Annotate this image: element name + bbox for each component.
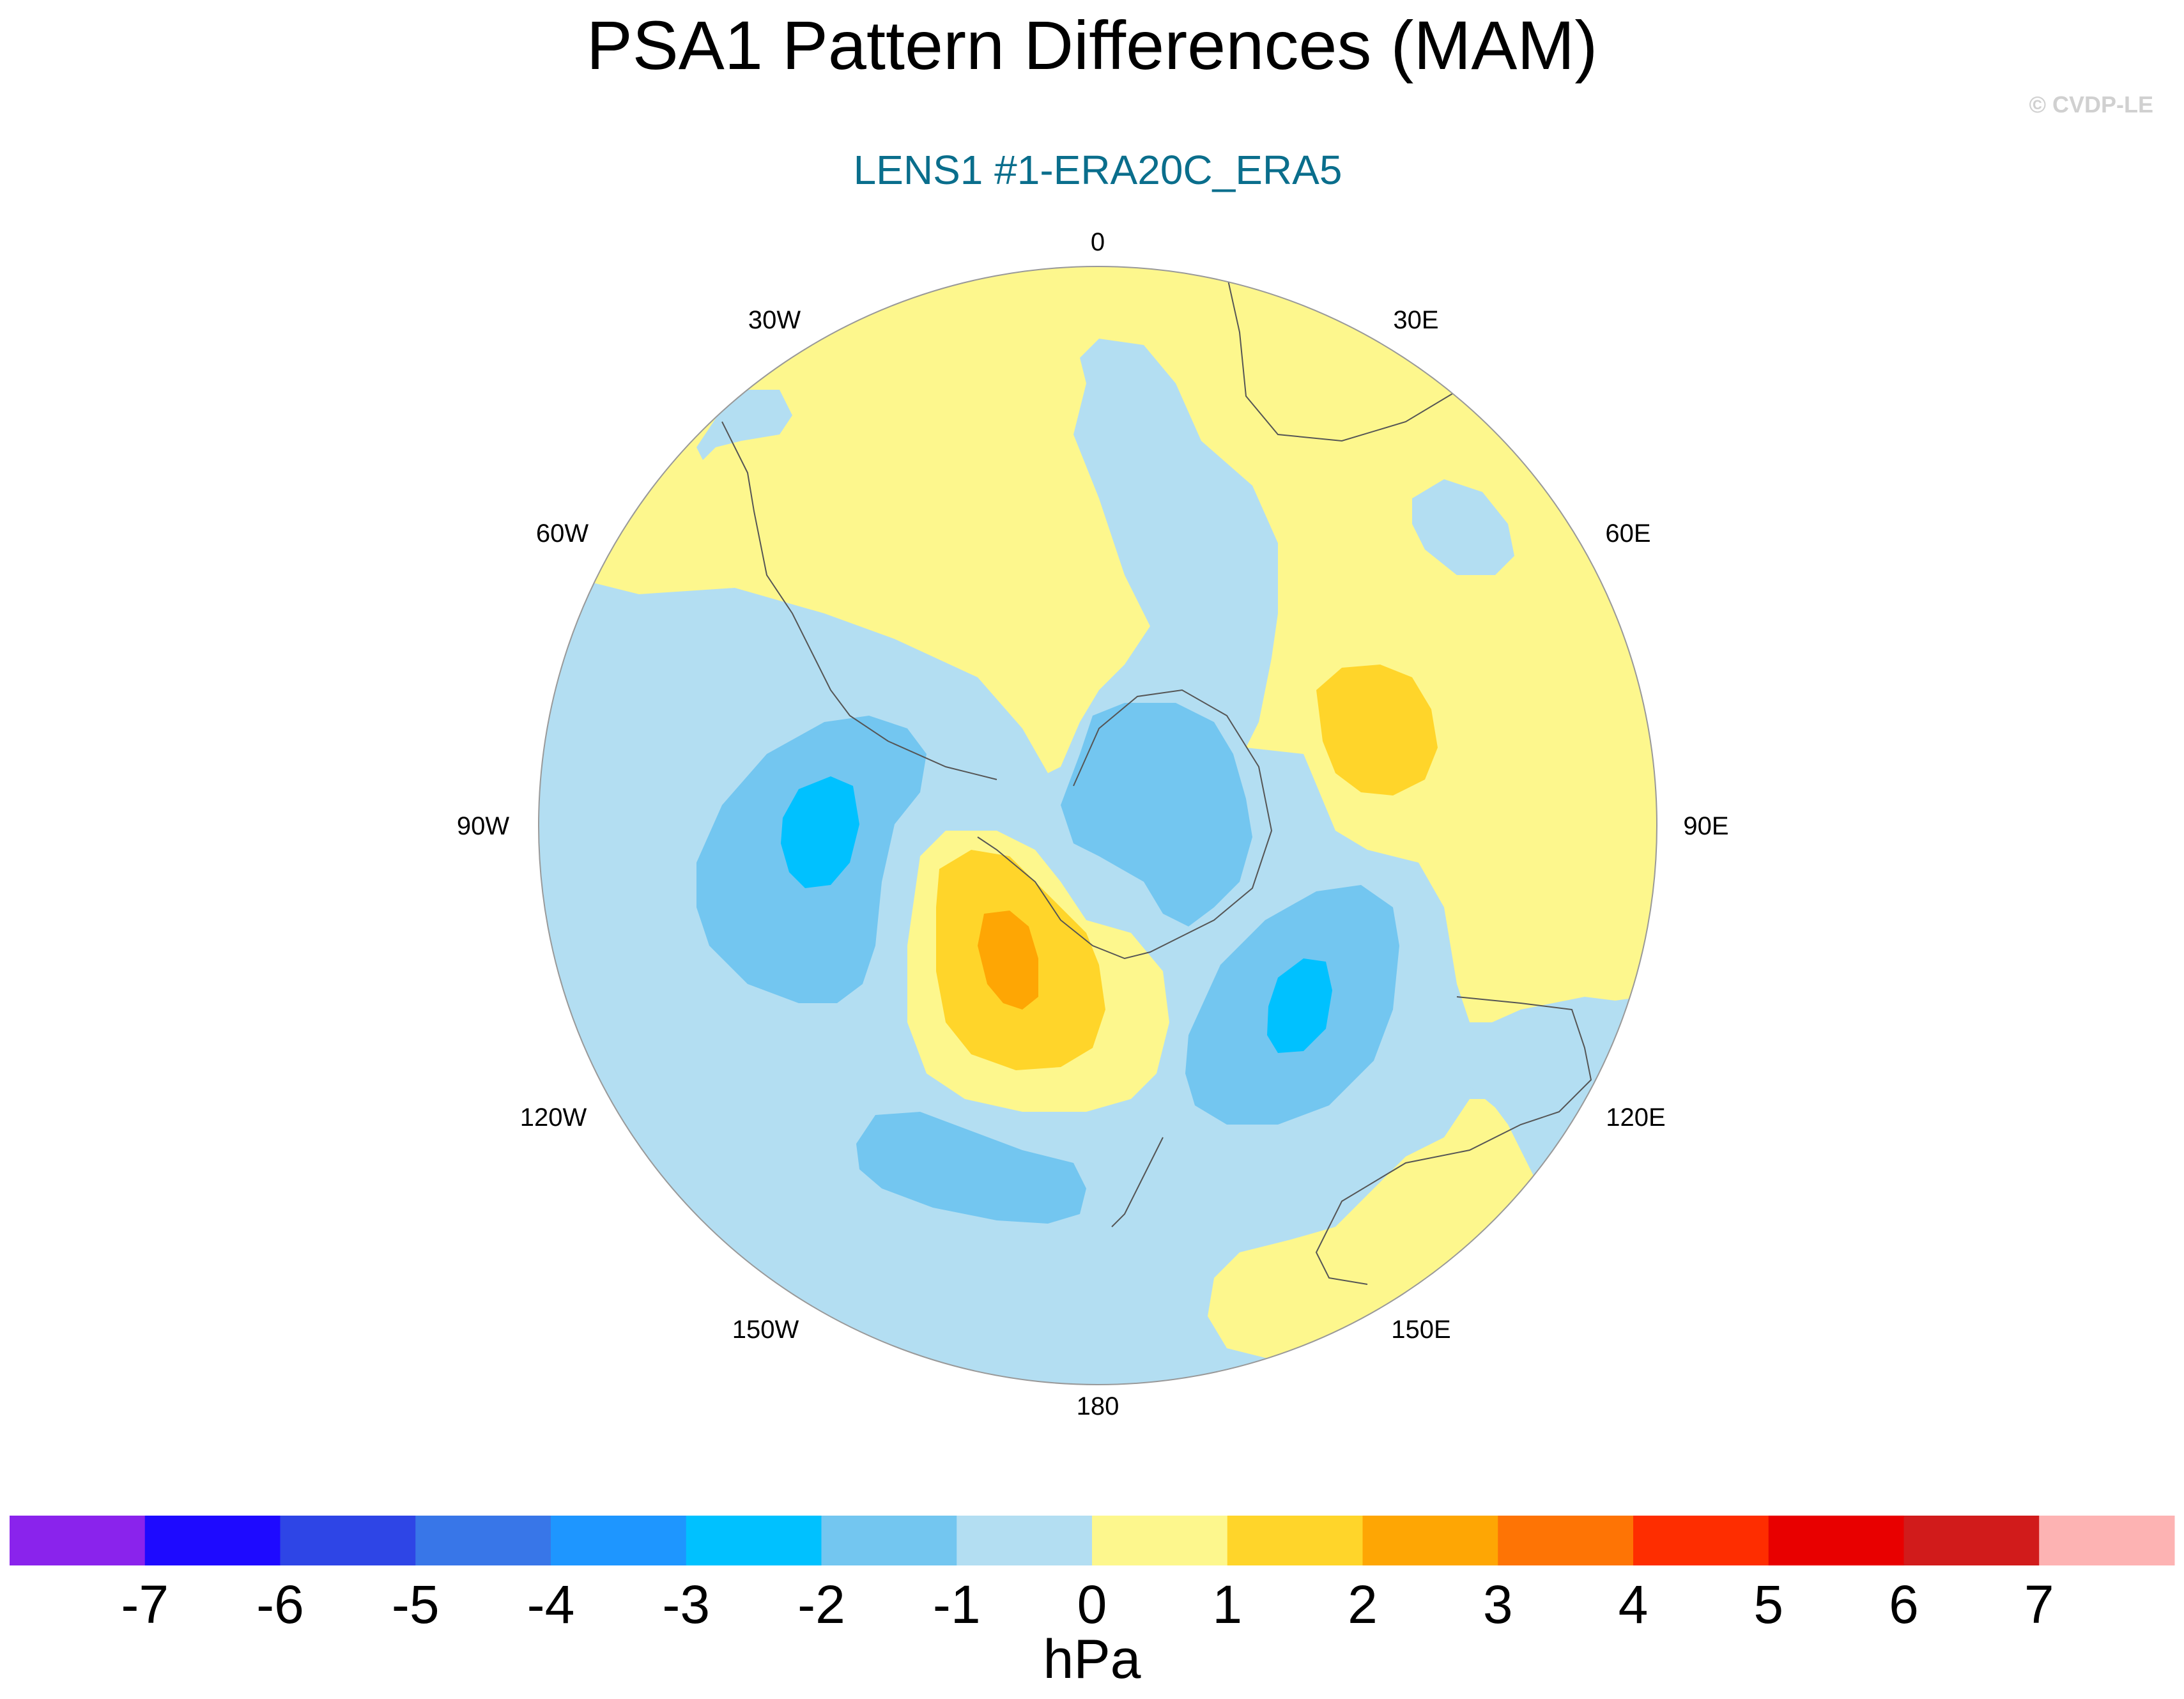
lon-label-90e: 90E [1683, 812, 1728, 840]
coast-antarctica [977, 689, 1273, 960]
positive-blob-75e [1316, 665, 1438, 796]
coast-new-zealand [1111, 1137, 1164, 1227]
coastlines [721, 274, 1592, 1285]
page-title: PSA1 Pattern Differences (MAM) [587, 6, 1598, 84]
colorbar-swatch [1227, 1516, 1363, 1565]
map-border [538, 266, 1657, 1385]
colorbar-swatch [1498, 1516, 1634, 1565]
colorbar-swatch [1633, 1516, 1769, 1565]
polar-map [539, 266, 1657, 1385]
colorbar-tick-label: 7 [2024, 1574, 2054, 1634]
lon-label-0: 0 [1091, 228, 1105, 256]
lon-label-30e: 30E [1393, 306, 1438, 334]
lon-label-180: 180 [1077, 1392, 1119, 1420]
positive-region-atlantic-africa [543, 266, 1657, 1022]
colorbar-tick-label: 1 [1212, 1574, 1242, 1634]
colorbar-tick-label: 0 [1077, 1574, 1107, 1634]
colorbar-swatch [821, 1516, 957, 1565]
coast-africa [1226, 274, 1470, 442]
lon-label-120w: 120W [520, 1103, 587, 1132]
colorbar-swatch [144, 1516, 281, 1565]
colorbar-swatch [551, 1516, 687, 1565]
colorbar-swatch [280, 1516, 416, 1565]
negative-blob-30w [696, 390, 792, 460]
negative-region-antarctica [1061, 703, 1252, 926]
colorbar-tick-label: -3 [662, 1574, 710, 1634]
colorbar-swatch [686, 1516, 822, 1565]
colorbar-tick-label: 4 [1619, 1574, 1649, 1634]
colorbar: -7 -6 -5 -4 -3 -2 -1 0 1 2 3 4 5 6 7 [10, 1516, 2175, 1634]
subtitle: LENS1 #1-ERA20C_ERA5 [854, 147, 1342, 193]
negative-blob-50e [1412, 479, 1514, 575]
colorbar-tick-label: -6 [256, 1574, 304, 1634]
colorbar-swatch [1362, 1516, 1498, 1565]
colorbar-tick-label: 2 [1348, 1574, 1378, 1634]
negative-region-160w [856, 1112, 1086, 1224]
lon-label-90w: 90W [457, 812, 509, 840]
colorbar-swatch [1903, 1516, 2040, 1565]
negative-core-160e [1267, 958, 1332, 1053]
longitude-labels: 0 30E 60E 90E 120E 150E 180 150W 120W 90… [457, 228, 1729, 1420]
colorbar-swatch [957, 1516, 1093, 1565]
watermark: © CVDP-LE [2029, 91, 2153, 118]
lon-label-60w: 60W [536, 519, 588, 548]
colorbar-tick-label: -5 [392, 1574, 440, 1634]
lon-label-60e: 60E [1605, 519, 1650, 548]
lon-label-150e: 150E [1391, 1316, 1450, 1344]
coast-australia [1315, 996, 1592, 1285]
colorbar-tick-label: -1 [933, 1574, 981, 1634]
lon-label-120e: 120E [1606, 1103, 1665, 1132]
colorbar-tick-label: 5 [1753, 1574, 1783, 1634]
colorbar-tick-label: 3 [1483, 1574, 1513, 1634]
colorbar-unit: hPa [1043, 1629, 1141, 1690]
colorbar-tick-label: -4 [527, 1574, 575, 1634]
colorbar-tick-label: 6 [1889, 1574, 1919, 1634]
colorbar-tick-label: -7 [121, 1574, 169, 1634]
colorbar-tick-label: -2 [797, 1574, 845, 1634]
positive-region-amundsen-3 [978, 911, 1038, 1010]
lon-label-150w: 150W [732, 1316, 799, 1344]
colorbar-swatch [2039, 1516, 2175, 1565]
coast-south-america [721, 421, 997, 780]
lon-label-30w: 30W [748, 306, 801, 334]
colorbar-swatch [415, 1516, 551, 1565]
colorbar-swatch [10, 1516, 146, 1565]
negative-core-90w [781, 776, 859, 888]
colorbar-swatch [1768, 1516, 1904, 1565]
colorbar-swatch [1092, 1516, 1228, 1565]
